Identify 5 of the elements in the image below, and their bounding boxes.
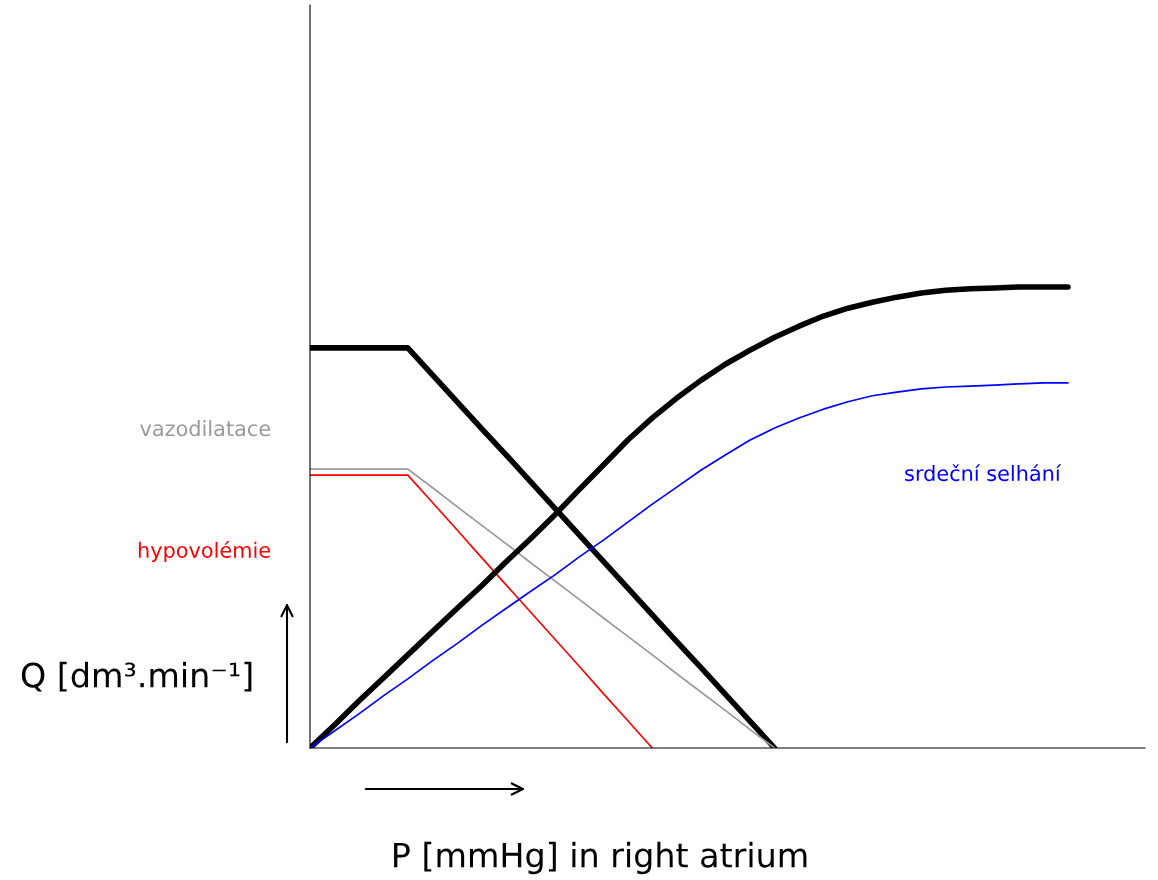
y-axis-title: Q [dm³.min⁻¹] xyxy=(21,661,252,692)
x-axis-title: P [mmHg] in right atrium xyxy=(394,841,807,875)
text: vazodilatace xyxy=(140,420,270,437)
text: srdeční selhání xyxy=(905,464,1062,482)
text: hypovolémie xyxy=(138,540,270,562)
